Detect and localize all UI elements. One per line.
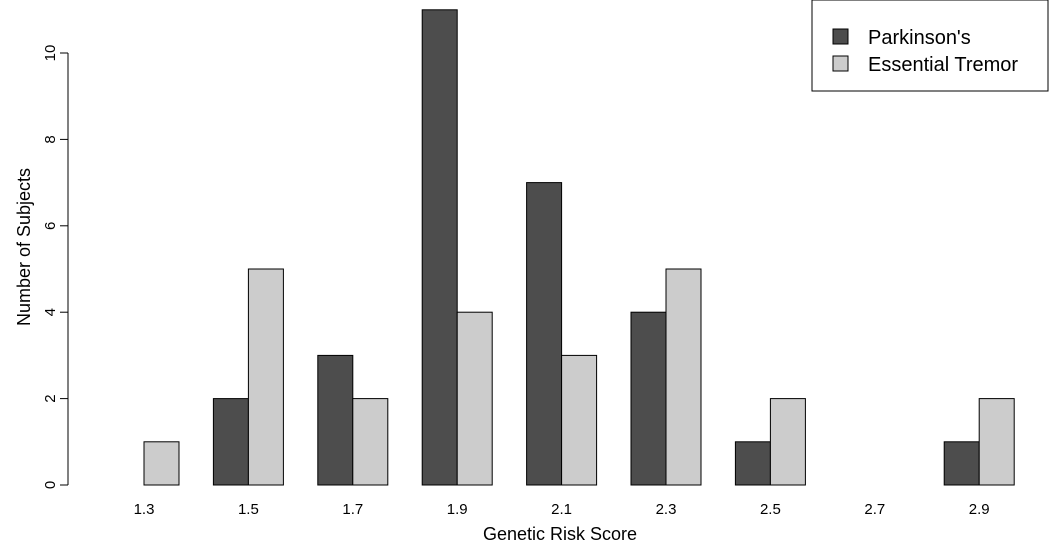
x-tick-label-1.3: 1.3 xyxy=(134,501,155,518)
y-axis-title: Number of Subjects xyxy=(14,168,34,326)
x-tick-label-2.5: 2.5 xyxy=(760,501,781,518)
x-axis-title: Genetic Risk Score xyxy=(483,524,637,544)
legend-label-essential-tremor: Essential Tremor xyxy=(868,54,1018,76)
bar-essential-tremor-2.3 xyxy=(665,268,702,486)
x-tick-label-2.3: 2.3 xyxy=(656,501,677,518)
bar-parkinsons-2.5 xyxy=(734,441,771,486)
bar-parkinsons-1.9 xyxy=(421,9,458,486)
legend-swatch-parkinsons xyxy=(832,28,849,45)
x-tick-label-1.7: 1.7 xyxy=(342,501,363,518)
bar-parkinsons-2.3 xyxy=(630,311,667,486)
legend: Parkinson's Essential Tremor xyxy=(811,0,1049,92)
y-tick-label-10: 10 xyxy=(42,45,59,62)
legend-label-parkinsons: Parkinson's xyxy=(868,27,971,49)
legend-swatch-essential-tremor xyxy=(832,55,849,72)
y-axis: 0 2 4 6 8 10 xyxy=(42,45,69,489)
bar-parkinsons-2.9 xyxy=(943,441,980,486)
x-tick-labels: 1.3 1.5 1.7 1.9 2.1 2.3 2.5 2.7 2.9 xyxy=(134,501,990,518)
y-tick-label-8: 8 xyxy=(42,135,59,143)
bar-essential-tremor-2.5 xyxy=(769,398,806,486)
y-tick-label-2: 2 xyxy=(42,394,59,402)
bar-essential-tremor-1.7 xyxy=(352,398,389,486)
y-tick-label-0: 0 xyxy=(42,481,59,489)
y-tick-label-4: 4 xyxy=(42,308,59,316)
x-tick-label-1.9: 1.9 xyxy=(447,501,468,518)
x-tick-label-2.7: 2.7 xyxy=(864,501,885,518)
x-tick-label-1.5: 1.5 xyxy=(238,501,259,518)
y-tick-label-6: 6 xyxy=(42,222,59,230)
bar-essential-tremor-2.9 xyxy=(978,398,1015,486)
legend-box xyxy=(811,0,1049,92)
x-tick-label-2.1: 2.1 xyxy=(551,501,572,518)
bar-parkinsons-1.5 xyxy=(212,398,249,486)
bar-essential-tremor-2.1 xyxy=(561,354,598,486)
bar-essential-tremor-1.3 xyxy=(143,441,180,486)
bar-parkinsons-2.1 xyxy=(526,182,563,486)
bar-parkinsons-1.7 xyxy=(317,354,354,486)
x-tick-label-2.9: 2.9 xyxy=(969,501,990,518)
bar-essential-tremor-1.5 xyxy=(247,268,284,486)
bar-essential-tremor-1.9 xyxy=(456,311,493,486)
bars-layer xyxy=(143,9,1015,486)
